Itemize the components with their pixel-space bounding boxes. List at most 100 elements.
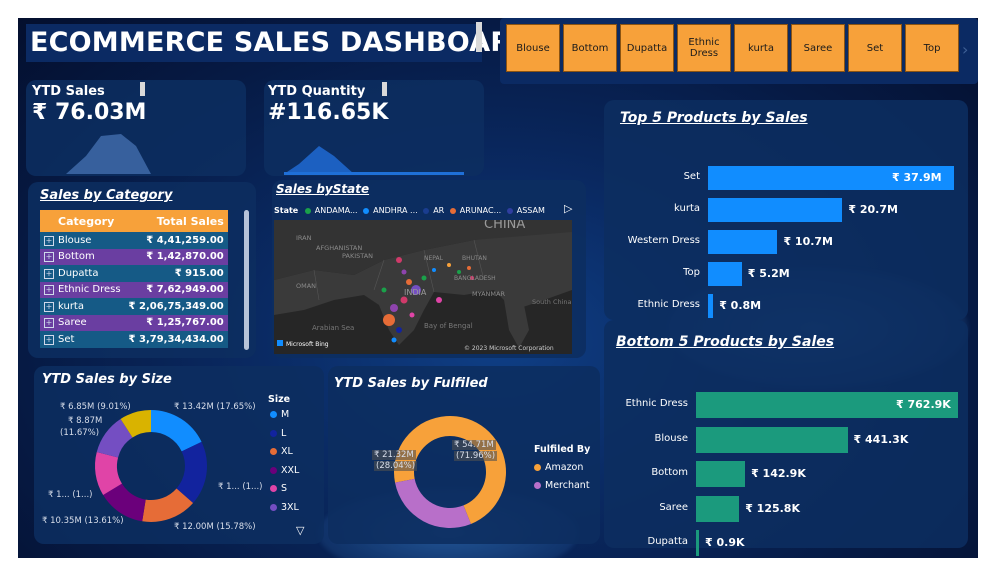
sales-by-size-card: YTD Sales by Size Size M L XL XXL S 3XL ₹ 13.… xyxy=(34,366,324,544)
bar[interactable] xyxy=(708,230,778,254)
legend-item[interactable]: M xyxy=(270,409,289,420)
top5-bar-chart: Set ₹ 37.9M kurta ₹ 20.7M Western Dress ₹ 10.… xyxy=(604,100,968,320)
map-label: Arabian Sea xyxy=(312,324,354,332)
expand-icon[interactable]: + xyxy=(44,285,54,296)
legend-item[interactable]: XL xyxy=(270,446,293,457)
top5-title: Top 5 Products by Sales xyxy=(620,110,808,126)
bar-category-label: Blouse xyxy=(654,432,688,444)
data-label: (11.67%) xyxy=(60,428,100,438)
legend-scroll-down-icon[interactable]: ▽ xyxy=(296,524,305,537)
legend-label: XXL xyxy=(281,464,300,476)
legend-item[interactable]: AR xyxy=(423,206,444,215)
legend-label: AR xyxy=(433,206,445,215)
bar[interactable] xyxy=(708,262,742,286)
legend-item[interactable]: ASSAM xyxy=(506,206,545,215)
ytd-sales-card: YTD Sales ₹ 76.03M xyxy=(26,80,246,176)
legend-item[interactable]: S xyxy=(270,483,287,494)
donut-slice[interactable] xyxy=(103,483,146,522)
slicer-item-top[interactable]: Top xyxy=(905,24,959,72)
legend-item[interactable]: Amazon xyxy=(534,462,583,473)
bar[interactable] xyxy=(696,426,848,453)
dashboard-title: ECOMMERCE SALES DASHBOARD xyxy=(30,27,534,58)
legend-item[interactable]: ARUNAC... xyxy=(449,206,502,215)
size-chart-title: YTD Sales by Size xyxy=(42,372,172,387)
slicer-item-kurta[interactable]: kurta xyxy=(734,24,788,72)
column-header-total-sales[interactable]: Total Sales xyxy=(124,210,228,232)
legend-item[interactable]: ANDAMA... xyxy=(304,206,358,215)
legend-label: L xyxy=(281,427,287,439)
data-label: ₹ 1... (1...) xyxy=(48,490,93,500)
legend-item[interactable]: XXL xyxy=(270,465,299,476)
top5-products-card: Top 5 Products by Sales Set ₹ 37.9M kurta ₹… xyxy=(604,100,968,320)
map-label: Bay of Bengal xyxy=(424,322,473,330)
slicer-item-saree[interactable]: Saree xyxy=(791,24,845,72)
table-row: + Dupatta ₹ 915.00 xyxy=(40,265,228,282)
ytd-quantity-card: YTD Quantity #116.65K xyxy=(264,80,484,176)
donut-slice[interactable] xyxy=(176,441,208,503)
donut-slice[interactable] xyxy=(395,478,471,528)
expand-icon[interactable]: + xyxy=(44,334,54,345)
table-scrollbar[interactable] xyxy=(244,210,249,350)
map-label: CHINA xyxy=(484,220,525,232)
map-label: South China Sea xyxy=(532,298,572,306)
donut-slice[interactable] xyxy=(142,488,194,522)
map-label: AFGHANISTAN xyxy=(316,244,362,252)
donut-slice[interactable] xyxy=(96,418,133,458)
bar[interactable] xyxy=(708,198,843,222)
expand-icon[interactable]: + xyxy=(44,252,54,263)
category-total: ₹ 3,79,34,434.00 xyxy=(128,333,224,345)
legend-dot xyxy=(270,429,277,437)
data-label: ₹ 8.87M xyxy=(68,416,103,426)
category-table: Category Total Sales + Blouse ₹ 4,41,259.… xyxy=(40,210,228,348)
slicer-item-dupatta[interactable]: Dupatta xyxy=(620,24,674,72)
table-row: + Blouse ₹ 4,41,259.00 xyxy=(40,232,228,249)
expand-icon[interactable]: + xyxy=(44,301,54,312)
bar[interactable] xyxy=(696,392,958,418)
bar[interactable] xyxy=(696,495,740,522)
category-slicer: Blouse Bottom Dupatta Ethnic Dress kurta… xyxy=(500,18,978,84)
bar-category-label: Top xyxy=(683,267,700,278)
legend-item[interactable]: 3XL xyxy=(270,502,299,513)
legend-item[interactable]: Merchant xyxy=(534,480,590,491)
dashboard-canvas: ECOMMERCE SALES DASHBOARD Blouse Bottom … xyxy=(18,18,978,558)
map-copyright: © 2023 Microsoft Corporation xyxy=(464,345,554,352)
size-donut-chart[interactable] xyxy=(34,366,324,544)
legend-item[interactable]: L xyxy=(270,428,286,439)
category-total: ₹ 1,25,767.00 xyxy=(146,317,224,329)
state-map[interactable]: CHINA IRAN AFGHANISTAN PAKISTAN OMAN IND… xyxy=(274,220,572,354)
slicer-item-blouse[interactable]: Blouse xyxy=(506,24,560,72)
bar[interactable] xyxy=(696,530,699,556)
ytd-sales-sparkline xyxy=(66,134,151,174)
bottom5-products-card: Bottom 5 Products by Sales Ethnic Dress ₹… xyxy=(604,320,968,556)
bar-category-label: Western Dress xyxy=(627,235,700,246)
legend-label: Merchant xyxy=(545,480,590,491)
donut-slice[interactable] xyxy=(95,452,122,496)
column-header-category[interactable]: Category xyxy=(40,210,125,232)
legend-label: ARUNAC... xyxy=(459,206,502,215)
donut-slice[interactable] xyxy=(120,410,151,438)
category-name: Saree xyxy=(58,317,87,329)
ytd-quantity-label: YTD Quantity xyxy=(268,84,366,99)
map-label: OMAN xyxy=(296,282,316,290)
bing-logo-icon xyxy=(277,340,283,346)
legend-label: ASSAM xyxy=(516,206,545,215)
data-label: (28.04%) xyxy=(374,461,418,471)
legend-label: Amazon xyxy=(545,462,584,473)
bar[interactable] xyxy=(708,166,954,190)
expand-icon[interactable]: + xyxy=(44,235,54,246)
legend-dot xyxy=(270,448,277,455)
donut-slice[interactable] xyxy=(151,410,202,452)
category-total: ₹ 1,42,870.00 xyxy=(146,251,224,263)
slicer-item-bottom[interactable]: Bottom xyxy=(563,24,617,72)
expand-icon[interactable]: + xyxy=(44,318,54,329)
legend-item[interactable]: ANDHRA ... xyxy=(363,206,418,215)
legend-next-arrow-icon[interactable]: ▷ xyxy=(564,202,573,215)
bar[interactable] xyxy=(708,294,714,318)
bar-category-label: kurta xyxy=(674,203,700,214)
chevron-right-icon[interactable]: › xyxy=(962,40,969,59)
bar[interactable] xyxy=(696,461,746,487)
expand-icon[interactable]: + xyxy=(44,268,54,279)
slicer-item-set[interactable]: Set xyxy=(848,24,902,72)
slicer-item-ethnic-dress[interactable]: Ethnic Dress xyxy=(677,24,731,72)
category-name: Blouse xyxy=(58,234,92,246)
